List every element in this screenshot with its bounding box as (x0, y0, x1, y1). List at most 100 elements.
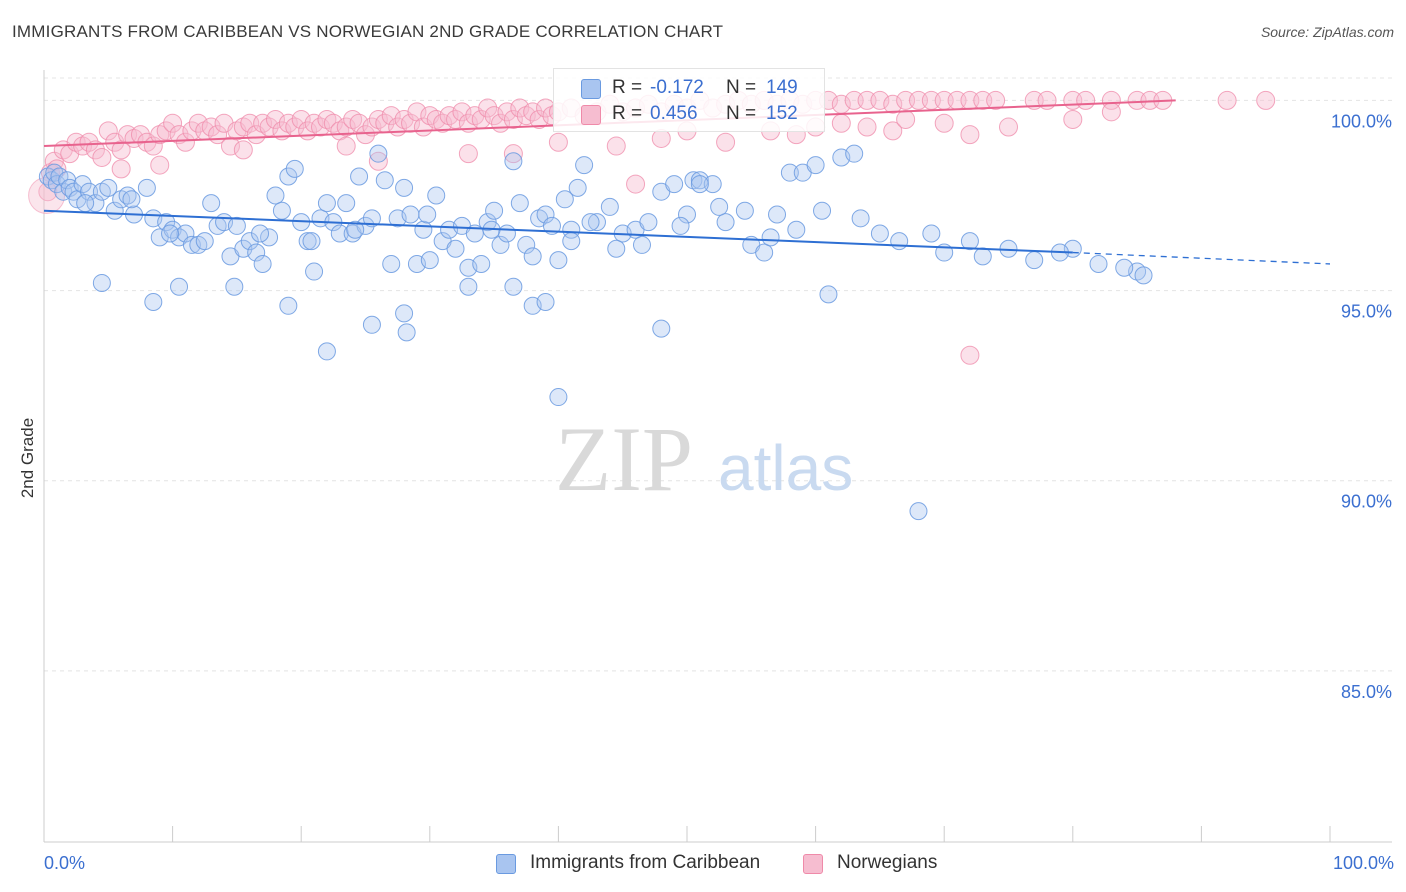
norwegians-swatch (581, 105, 601, 125)
y-tick-label: 95.0% (1341, 302, 1392, 322)
caribbean-point (414, 220, 433, 239)
caribbean-point (330, 224, 349, 243)
caribbean-point (517, 235, 536, 254)
norwegians-point (960, 125, 980, 145)
correlation-legend: R = -0.172 N = 149 R = 0.456 N = 152 (553, 68, 825, 132)
caribbean-point (362, 209, 381, 228)
caribbean-point (671, 216, 690, 235)
norwegians-point (150, 155, 170, 175)
caribbean-point (279, 167, 298, 186)
caribbean-point (587, 213, 606, 232)
norwegians-point (986, 90, 1006, 110)
watermark-atlas: atlas (718, 432, 853, 504)
norwegians-point (934, 113, 954, 133)
caribbean-point (472, 254, 491, 273)
grid-lines (44, 77, 1392, 672)
caribbean-point (542, 216, 561, 235)
norwegians-point (1076, 90, 1096, 110)
legend-label: Norwegians (837, 852, 938, 873)
norwegians-point (651, 128, 671, 148)
chart-source: Source: ZipAtlas.com (1260, 24, 1394, 40)
caribbean-point (1089, 254, 1108, 273)
caribbean-point (317, 194, 336, 213)
norwegians-point (169, 125, 189, 145)
caribbean-point (973, 247, 992, 266)
caribbean-point (375, 171, 394, 190)
caribbean-point (497, 224, 516, 243)
norwegians-point (79, 132, 99, 152)
caribbean-point (568, 178, 587, 197)
caribbean-point (266, 186, 285, 205)
caribbean-point (632, 235, 651, 254)
y-axis-label: 2nd Grade (18, 418, 37, 498)
caribbean-point (122, 190, 141, 209)
norwegians-point (291, 109, 311, 129)
caribbean-point (607, 239, 626, 258)
caribbean-point (562, 232, 581, 251)
caribbean-point (491, 235, 510, 254)
caribbean-point (285, 159, 304, 178)
caribbean-point (369, 144, 388, 163)
caribbean-point (105, 201, 124, 220)
norwegians-point (960, 345, 980, 365)
norwegians-point (356, 125, 375, 145)
norwegians-point (883, 121, 903, 141)
norwegians-point (870, 90, 890, 110)
axes (43, 70, 1392, 843)
caribbean-point (703, 175, 722, 194)
caribbean-point (382, 254, 401, 273)
norwegians-point (626, 174, 646, 194)
caribbean-point (225, 277, 244, 296)
norwegians-point (28, 176, 66, 214)
caribbean-point (80, 182, 99, 201)
norwegians-point (175, 132, 195, 152)
norwegians-point (188, 113, 208, 133)
axis-labels: 2nd Grade 100.0% 95.0% 90.0% 85.0% 0.0% 100.0… (18, 111, 1394, 873)
caribbean-point (317, 342, 336, 361)
caribbean-trend-line (43, 209, 1073, 254)
norwegians-point (349, 113, 369, 133)
r-label: R = (612, 103, 643, 124)
n-value: 149 (766, 77, 798, 98)
caribbean-point (157, 213, 176, 232)
norwegians-point (831, 113, 851, 133)
x-tick-label: 0.0% (44, 853, 85, 873)
norwegians-point (999, 117, 1018, 137)
caribbean-point (176, 224, 195, 243)
norwegians-point (265, 109, 285, 129)
caribbean-point (639, 213, 658, 232)
caribbean-point (665, 175, 684, 194)
caribbean-point (350, 167, 369, 186)
caribbean-point (549, 251, 568, 270)
caribbean-legend-swatch (496, 854, 516, 874)
caribbean-point (202, 194, 221, 213)
norwegians-point (458, 113, 478, 133)
caribbean-point (418, 205, 437, 224)
caribbean-point (813, 201, 832, 220)
norwegians-point (85, 140, 105, 160)
caribbean-point (298, 232, 317, 251)
watermark: ZIP atlas (555, 408, 853, 510)
y-tick-label: 90.0% (1341, 492, 1392, 512)
norwegians-point (233, 140, 253, 160)
norwegians-point (523, 102, 543, 122)
caribbean-point (710, 197, 729, 216)
norwegians-point (323, 113, 343, 133)
norwegians-point (510, 98, 530, 118)
caribbean-point (1025, 251, 1044, 270)
caribbean-point (761, 228, 780, 247)
caribbean-point (302, 232, 321, 251)
norwegians-point (381, 106, 401, 126)
caribbean-point (652, 319, 671, 338)
legend-label: Immigrants from Caribbean (530, 852, 761, 873)
caribbean-point (395, 304, 414, 323)
norwegians-point (1256, 90, 1276, 110)
caribbean-point (575, 156, 594, 175)
caribbean-point (144, 292, 163, 311)
norwegians-point (1101, 102, 1121, 122)
caribbean-point (420, 251, 439, 270)
caribbean-point (909, 502, 928, 521)
norwegians-point (548, 132, 568, 152)
caribbean-point (195, 232, 214, 251)
caribbean-point (581, 213, 600, 232)
